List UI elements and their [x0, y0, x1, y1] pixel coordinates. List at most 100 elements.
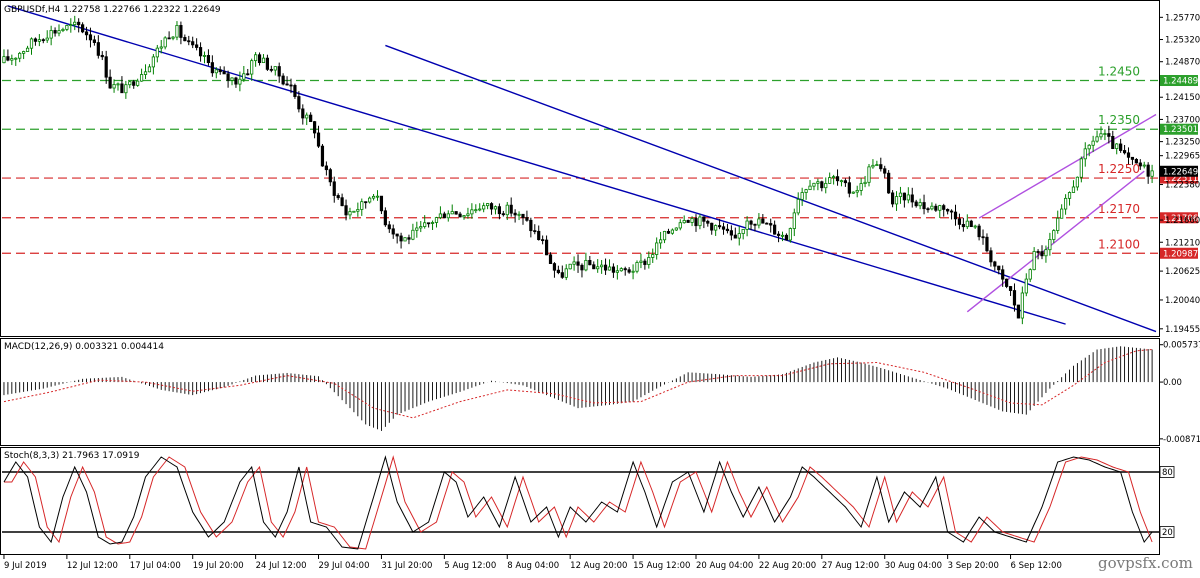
- candle-body: [938, 205, 942, 211]
- level-price-tag: [1160, 172, 1198, 184]
- candle-body: [120, 83, 124, 94]
- candle-body: [1083, 148, 1087, 160]
- price-axis-label: 1.21660: [1165, 216, 1200, 226]
- candle-body: [623, 268, 627, 271]
- candle-body: [485, 203, 490, 207]
- candle-body: [776, 233, 781, 236]
- candle-body: [596, 266, 600, 270]
- stoch-pane-frame: [0, 447, 1160, 555]
- candle-body: [733, 234, 737, 239]
- candle-body: [73, 21, 77, 25]
- candle-body: [442, 213, 446, 219]
- candle-body: [890, 192, 895, 205]
- candle-body: [450, 211, 454, 215]
- candle-body: [1134, 158, 1138, 164]
- candle-body: [206, 55, 211, 63]
- candle-body: [273, 66, 277, 71]
- candle-body: [855, 190, 859, 193]
- candle-body: [151, 56, 155, 68]
- candle-body: [167, 37, 171, 40]
- candle-body: [1012, 290, 1017, 306]
- candle-body: [1036, 251, 1040, 253]
- level-label: 1.2450: [1098, 65, 1140, 79]
- candle-body: [403, 237, 407, 242]
- candle-body: [183, 37, 187, 42]
- candle-body: [37, 39, 41, 42]
- candle-body: [1075, 176, 1079, 188]
- candle-body: [910, 194, 914, 203]
- candle-body: [564, 268, 568, 278]
- price-axis-label: 1.25770: [1165, 13, 1200, 23]
- candle-body: [922, 202, 926, 210]
- candle-body: [942, 205, 946, 210]
- candle-body: [651, 254, 655, 258]
- price-pane-title: GBPUSDf,H4 1.22758 1.22766 1.22322 1.226…: [4, 5, 221, 15]
- level-label: 1.2250: [1098, 162, 1140, 176]
- candle-body: [281, 75, 285, 85]
- candle-body: [694, 218, 698, 227]
- candle-body: [584, 259, 588, 271]
- time-axis-label: 22 Aug 20:00: [759, 561, 816, 571]
- candle-body: [1119, 143, 1123, 151]
- candle-body: [1079, 158, 1083, 178]
- candle-body: [588, 259, 592, 266]
- candle-body: [1071, 186, 1076, 193]
- candle-body: [765, 222, 769, 225]
- candle-body: [419, 226, 423, 229]
- stoch-pane-title: Stoch(8,3,3) 21.7963 17.0919: [4, 451, 140, 461]
- axes: 1.24489 1.23501 1.22511 1.21706 1.20987 1.257…: [3, 13, 1200, 571]
- time-axis-label: 15 Aug 12:00: [633, 561, 690, 571]
- candle-body: [737, 233, 741, 239]
- candle-body: [993, 261, 997, 267]
- candle-body: [934, 205, 938, 211]
- candle-body: [49, 30, 53, 39]
- time-axis-label: 20 Aug 04:00: [696, 561, 753, 571]
- candle-body: [769, 223, 773, 226]
- candle-body: [953, 211, 958, 220]
- candle-body: [1146, 164, 1150, 177]
- candle-body: [1150, 170, 1154, 177]
- time-axis-label: 29 Jul 04:00: [319, 561, 370, 571]
- candle-body: [902, 192, 906, 201]
- candle-body: [537, 230, 541, 241]
- level-price-tag: [1160, 212, 1198, 224]
- candle-body: [265, 57, 270, 70]
- candle-body: [340, 197, 344, 207]
- candle-body: [277, 66, 281, 77]
- candle-body: [1067, 192, 1072, 199]
- candle-body: [108, 76, 112, 89]
- time-axis-label: 9 Jul 2019: [4, 561, 47, 571]
- stoch-main-line: [3, 455, 1153, 550]
- candle-body: [246, 73, 250, 76]
- price-axis-label: 1.22965: [1165, 152, 1200, 162]
- candle-body: [753, 223, 757, 226]
- current-price-tag: [1160, 165, 1198, 177]
- candle-body: [541, 239, 545, 242]
- candle-body: [84, 31, 89, 36]
- candle-body: [607, 266, 612, 271]
- candle-body: [214, 69, 218, 74]
- macd-pane-frame: [0, 338, 1160, 446]
- candle-body: [316, 132, 321, 147]
- candle-body: [454, 211, 458, 215]
- candle-body: [1142, 164, 1146, 167]
- candle-body: [702, 216, 706, 222]
- candle-body: [25, 47, 30, 52]
- macd-axis-label: 0.005737: [1163, 341, 1200, 351]
- candle-body: [332, 181, 336, 196]
- candle-body: [989, 250, 993, 263]
- candle-body: [41, 39, 45, 42]
- candle-body: [792, 212, 796, 229]
- candle-body: [969, 220, 973, 228]
- price-axis-label: 1.22380: [1165, 181, 1200, 191]
- candle-body: [1122, 150, 1127, 154]
- candle-body: [761, 218, 765, 224]
- candle-body: [297, 96, 301, 110]
- price-axis-label: 1.21210: [1165, 238, 1200, 248]
- price-axis-label: 1.25320: [1165, 36, 1200, 46]
- candle-body: [580, 264, 584, 271]
- candle-body: [320, 145, 325, 167]
- candle-body: [611, 266, 616, 273]
- candle-body: [462, 215, 466, 218]
- candle-body: [513, 212, 517, 216]
